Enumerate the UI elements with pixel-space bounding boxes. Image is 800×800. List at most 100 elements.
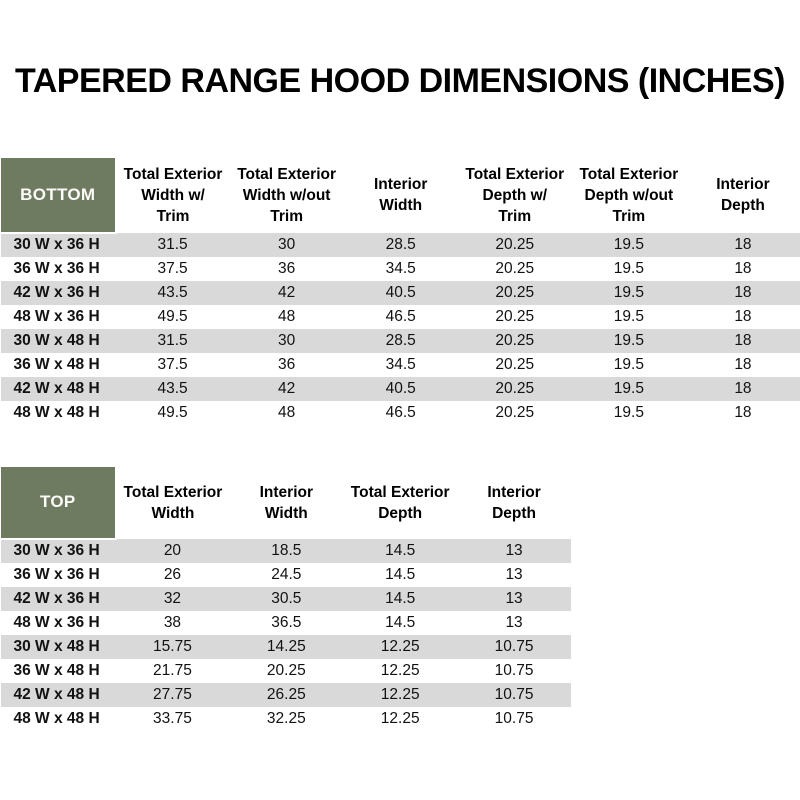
dimension-value: 28.5 (385, 235, 416, 253)
dimension-value: 12.25 (380, 709, 420, 727)
column-header: Interior Depth (685, 157, 800, 233)
dimension-value: 20.25 (495, 403, 535, 421)
dimension-value: 12.25 (380, 661, 420, 679)
dimension-value: 19.5 (613, 403, 644, 421)
row-label: 48 W x 48 H (13, 403, 100, 421)
dimension-value: 30 (277, 331, 296, 349)
dimension-value: 18.5 (271, 541, 302, 559)
dimension-value: 10.75 (494, 709, 534, 727)
dimension-value: 40.5 (385, 283, 416, 301)
dimension-value: 20.25 (495, 235, 535, 253)
dimension-value: 48 (277, 403, 296, 421)
dimension-value: 12.25 (380, 685, 420, 703)
table-row: 36 W x 48 H 21.75 20.25 12.25 10.75 (0, 658, 571, 683)
row-label: 30 W x 48 H (13, 637, 100, 655)
dimension-value: 13 (505, 541, 523, 559)
row-label: 42 W x 48 H (13, 379, 100, 397)
dimension-value: 30.5 (271, 589, 302, 607)
dimension-value: 19.5 (613, 379, 644, 397)
dimension-value: 30 (277, 235, 296, 253)
table-row: 42 W x 36 H 32 30.5 14.5 13 (0, 586, 571, 611)
row-label: 42 W x 36 H (13, 589, 100, 607)
page-title: TAPERED RANGE HOOD DIMENSIONS (INCHES) (15, 62, 785, 100)
dimension-value: 32.25 (266, 709, 306, 727)
row-label: 48 W x 36 H (13, 613, 100, 631)
row-label: 42 W x 36 H (13, 283, 100, 301)
dimension-value: 34.5 (385, 355, 416, 373)
dimension-value: 37.5 (157, 355, 188, 373)
row-label: 36 W x 48 H (13, 661, 100, 679)
column-header: Total Exterior Depth w/ Trim (457, 157, 572, 233)
table-row: 30 W x 48 H 31.5 30 28.5 20.25 19.5 18 (0, 328, 800, 353)
header-row: BOTTOM Total Exterior Width w/ Trim Total … (0, 157, 800, 234)
row-label: 30 W x 36 H (13, 542, 100, 559)
dimension-value: 20.25 (495, 307, 535, 325)
dimension-value: 48 (277, 307, 296, 325)
dimension-value: 49.5 (157, 307, 188, 325)
dimension-value: 20.25 (495, 379, 535, 397)
row-label: 42 W x 48 H (13, 685, 100, 703)
dimension-value: 13 (505, 613, 523, 631)
dimension-value: 20.25 (495, 259, 535, 277)
dimension-value: 18 (734, 307, 752, 325)
row-label: 36 W x 36 H (13, 259, 100, 277)
section-header-bottom: BOTTOM (0, 157, 117, 234)
dimension-value: 42 (277, 379, 296, 397)
dimension-value: 43.5 (157, 283, 188, 301)
table-row: 48 W x 48 H 33.75 32.25 12.25 10.75 (0, 706, 571, 731)
dimension-value: 20.25 (495, 283, 535, 301)
dimension-value: 19.5 (613, 283, 644, 301)
table-row: 36 W x 36 H 26 24.5 14.5 13 (0, 562, 571, 587)
dimension-value: 15.75 (153, 637, 192, 655)
dimension-value: 13 (505, 565, 523, 583)
dimension-value: 18 (734, 379, 752, 397)
dimension-value: 36 (277, 259, 296, 277)
column-header: Total Exterior Depth w/out Trim (571, 157, 686, 233)
dimension-value: 43.5 (157, 379, 188, 397)
dimension-value: 31.5 (157, 331, 188, 349)
column-header: Interior Width (343, 157, 458, 233)
dimension-value: 46.5 (385, 403, 416, 421)
dimension-value: 18 (734, 235, 752, 253)
dimension-value: 19.5 (613, 235, 644, 253)
table-row: 36 W x 48 H 37.5 36 34.5 20.25 19.5 18 (0, 352, 800, 377)
dimension-value: 10.75 (494, 685, 534, 703)
row-label: 36 W x 36 H (13, 565, 100, 583)
row-label: 48 W x 36 H (13, 307, 100, 325)
dimension-value: 18 (734, 259, 752, 277)
row-label: 36 W x 48 H (13, 355, 100, 373)
dimension-value: 31.5 (157, 235, 188, 253)
dimension-value: 18 (734, 331, 752, 349)
dimension-value: 27.75 (153, 685, 192, 703)
header-row: TOP Total Exterior Width Interior Width Tot… (0, 466, 571, 540)
row-label: 30 W x 48 H (13, 331, 100, 349)
table-row: 48 W x 36 H 49.5 48 46.5 20.25 19.5 18 (0, 304, 800, 329)
dimension-value: 37.5 (157, 259, 188, 277)
dimension-value: 19.5 (613, 355, 644, 373)
dimension-value: 18 (734, 355, 752, 373)
dimension-value: 14.5 (385, 589, 416, 607)
dimension-value: 10.75 (494, 637, 534, 655)
dimension-value: 26 (163, 565, 182, 583)
column-header: Interior Width (229, 466, 344, 539)
dimension-value: 13 (505, 589, 523, 607)
top-dimensions-table: TOP Total Exterior Width Interior Width Tot… (0, 466, 571, 731)
dimension-value: 32 (163, 589, 182, 607)
dimension-value: 18 (734, 283, 752, 301)
table-row: 42 W x 48 H 43.5 42 40.5 20.25 19.5 18 (0, 376, 800, 401)
column-header: Total Exterior Width w/out Trim (229, 157, 344, 233)
dimension-value: 46.5 (385, 307, 416, 325)
dimension-value: 20 (163, 541, 182, 559)
table-row: 48 W x 36 H 38 36.5 14.5 13 (0, 610, 571, 635)
dimension-value: 12.25 (380, 637, 420, 655)
dimension-value: 14.5 (385, 541, 416, 559)
dimension-value: 14.25 (266, 637, 306, 655)
dimension-value: 33.75 (153, 709, 192, 727)
dimension-value: 34.5 (385, 259, 416, 277)
section-header-top: TOP (0, 466, 117, 540)
table-row: 48 W x 48 H 49.5 48 46.5 20.25 19.5 18 (0, 400, 800, 425)
dimension-value: 14.5 (385, 565, 416, 583)
dimension-value: 18 (734, 403, 752, 421)
dimension-value: 20.25 (266, 661, 306, 679)
column-header: Total Exterior Depth (343, 466, 458, 539)
